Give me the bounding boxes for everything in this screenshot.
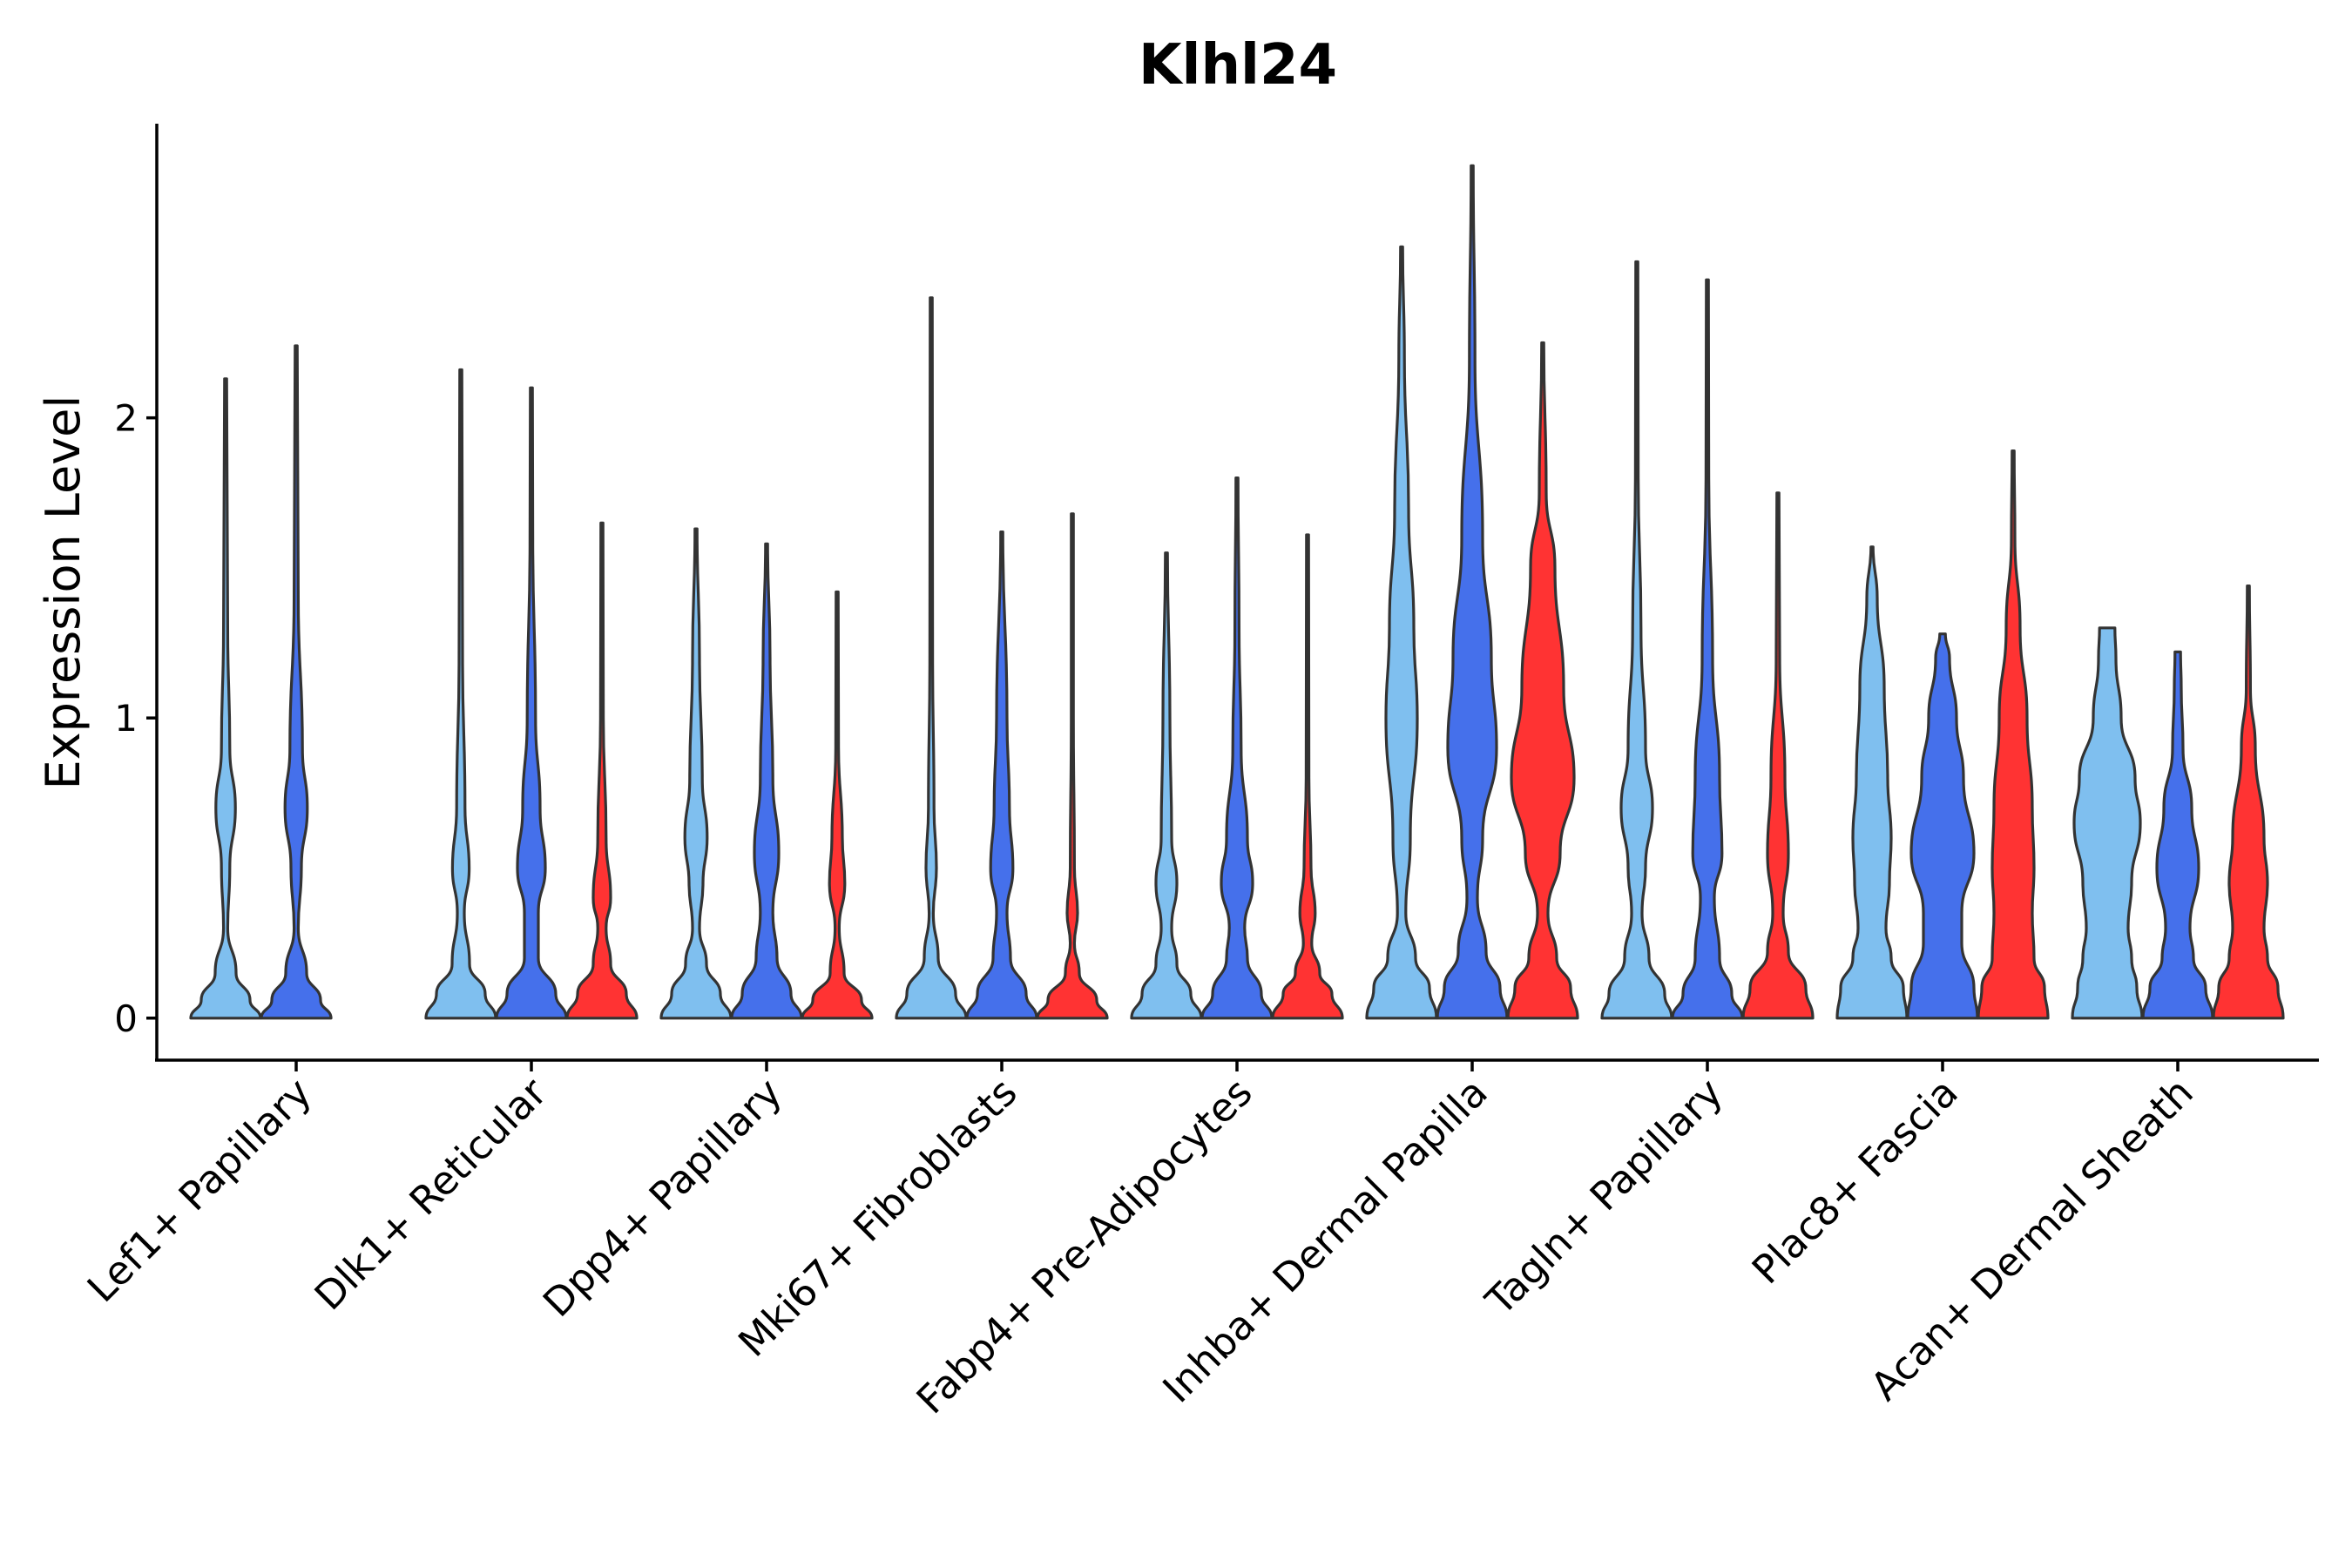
chart-title: Klhl24 <box>1139 33 1337 98</box>
violin-inhba-dermal-papilla-group-1 <box>1436 164 1509 1020</box>
y-ticks: 0 1 2 <box>114 397 157 1040</box>
violin-plac8-fascia-group-1 <box>1906 632 1979 1020</box>
violin-fabp4-pre-adipocytes-group-1 <box>1200 476 1274 1020</box>
violin-inhba-dermal-papilla-group-0 <box>1365 245 1438 1020</box>
violin-mki67-fibroblasts-group-0 <box>895 296 968 1020</box>
violin-mki67-fibroblasts-group-2 <box>1036 512 1109 1020</box>
violin-mki67-fibroblasts-group-1 <box>965 531 1038 1020</box>
violin-dpp4-papillary-group-1 <box>730 542 803 1020</box>
x-tick-label: Lef1+ Papillary <box>78 1069 321 1311</box>
x-tick-label: Plac8+ Fascia <box>1743 1069 1967 1293</box>
x-tick-label: Tagln+ Papillary <box>1477 1069 1732 1324</box>
y-tick-label: 0 <box>114 997 138 1040</box>
violin-tagln-papillary-group-1 <box>1671 278 1744 1020</box>
violin-lef1-papillary-group-1 <box>260 344 333 1020</box>
violin-plac8-fascia-group-2 <box>1977 449 2050 1020</box>
violin-tagln-papillary-group-2 <box>1741 491 1815 1020</box>
x-tick-label: Dpp4+ Papillary <box>534 1069 791 1326</box>
violin-fabp4-pre-adipocytes-group-0 <box>1130 551 1203 1020</box>
violin-dlk1-reticular-group-2 <box>565 521 639 1020</box>
violin-inhba-dermal-papilla-group-2 <box>1506 341 1579 1020</box>
violin-dlk1-reticular-group-1 <box>495 386 568 1020</box>
violin-lef1-papillary-group-0 <box>189 377 262 1020</box>
violin-tagln-papillary-group-0 <box>1600 260 1673 1020</box>
violin-acan-dermal-sheath-group-2 <box>2212 585 2285 1020</box>
y-tick-label: 1 <box>114 697 138 740</box>
violin-fabp4-pre-adipocytes-group-2 <box>1271 533 1344 1020</box>
x-tick-label: Dlk1+ Reticular <box>306 1069 556 1319</box>
violin-acan-dermal-sheath-group-1 <box>2141 650 2214 1020</box>
violin-acan-dermal-sheath-group-0 <box>2071 626 2144 1020</box>
violin-dlk1-reticular-group-0 <box>424 368 497 1020</box>
violin-plac8-fascia-group-0 <box>1835 545 1909 1020</box>
y-tick-label: 2 <box>114 397 138 440</box>
y-axis-label: Expression Level <box>36 395 91 790</box>
violin-dpp4-papillary-group-0 <box>659 527 733 1020</box>
violin-dpp4-papillary-group-2 <box>801 590 874 1020</box>
violin-layer <box>189 164 2285 1020</box>
